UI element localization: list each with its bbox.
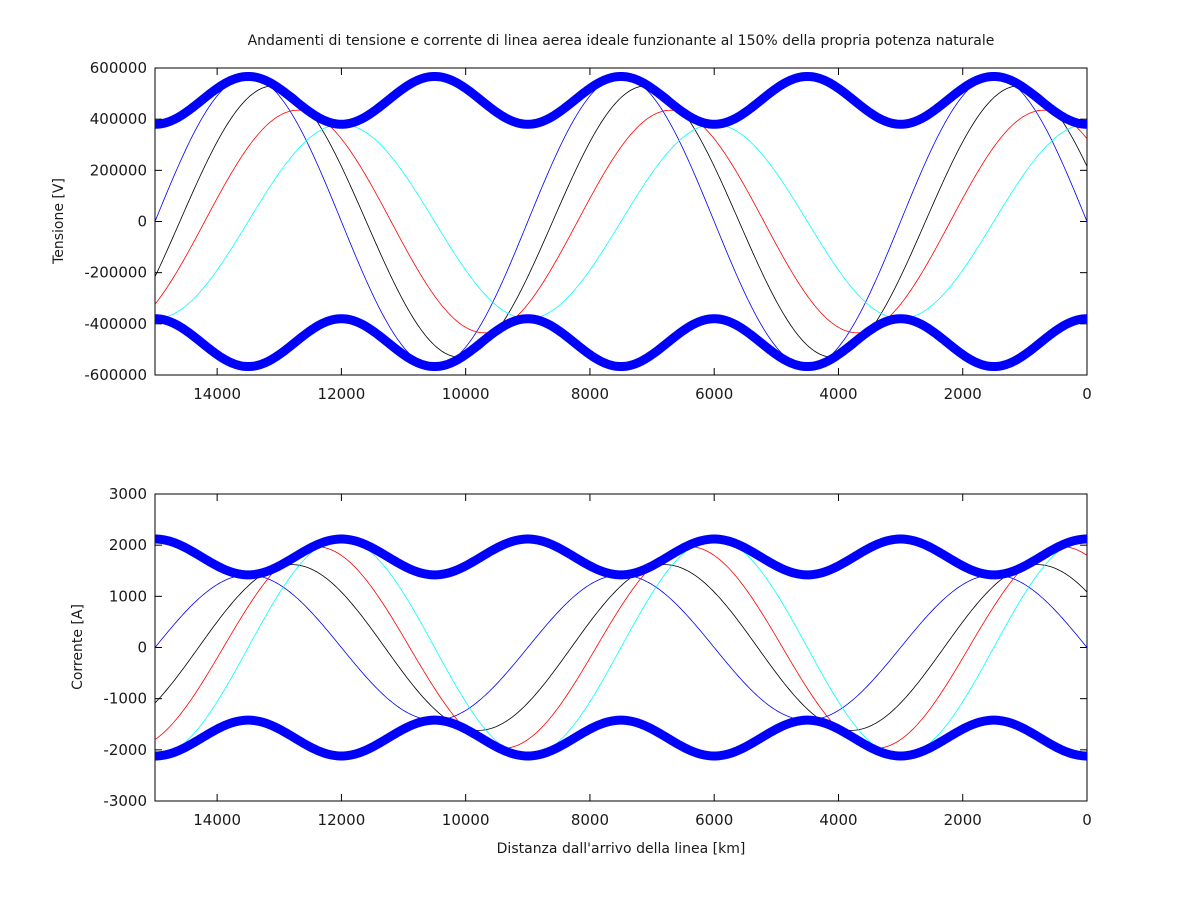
current-series-3-line <box>155 538 1087 757</box>
voltage-y-tick-label: 400000 <box>90 110 147 128</box>
voltage-y-tick-label: -400000 <box>84 315 147 333</box>
current-y-tick-label: -3000 <box>103 792 147 810</box>
voltage-plot-marks: 600000 400000 200000 0 -200000 -400000 -600000… <box>84 59 1091 403</box>
voltage-y-axis-label: Tensione [V] <box>51 178 67 265</box>
voltage-envelope-upper <box>155 71 1087 129</box>
voltage-x-tick-label: 14000 <box>193 385 241 403</box>
current-x-tick-label: 2000 <box>944 811 982 829</box>
voltage-series-3-line <box>155 123 1087 320</box>
voltage-x-tick-label: 10000 <box>442 385 490 403</box>
current-envelope-lower <box>155 715 1087 761</box>
voltage-x-tick-label: 12000 <box>318 385 366 403</box>
current-envelope-upper <box>155 534 1087 580</box>
current-y-tick-label: -1000 <box>103 690 147 708</box>
current-y-tick-label: -2000 <box>103 741 147 759</box>
voltage-x-tick-label: 8000 <box>571 385 609 403</box>
voltage-y-tick-label: 200000 <box>90 161 147 179</box>
current-y-tick-label: 1000 <box>109 587 147 605</box>
voltage-y-tick-label: 0 <box>137 213 147 231</box>
voltage-y-tick-label: -200000 <box>84 264 147 282</box>
current-x-tick-label: 10000 <box>442 811 490 829</box>
current-y-tick-label: 3000 <box>109 485 147 503</box>
current-x-tick-label: 0 <box>1082 811 1092 829</box>
current-x-tick-label: 12000 <box>318 811 366 829</box>
voltage-envelope-lower <box>155 314 1087 372</box>
current-series-1-line <box>155 564 1087 731</box>
voltage-y-tick-label: 600000 <box>90 59 147 77</box>
current-x-axis-label: Distanza dall'arrivo della linea [km] <box>497 841 746 857</box>
voltage-x-tick-label: 4000 <box>819 385 857 403</box>
current-x-tick-label: 8000 <box>571 811 609 829</box>
current-x-tick-label: 6000 <box>695 811 733 829</box>
voltage-x-tick-label: 6000 <box>695 385 733 403</box>
voltage-plot: 600000 400000 200000 0 -200000 -400000 -600000… <box>51 59 1092 403</box>
current-x-tick-label: 4000 <box>819 811 857 829</box>
current-y-tick-label: 0 <box>137 639 147 657</box>
current-curves <box>155 534 1087 761</box>
voltage-curves <box>155 71 1087 372</box>
chart-title: Andamenti di tensione e corrente di line… <box>248 33 995 49</box>
current-y-tick-label: 2000 <box>109 536 147 554</box>
voltage-x-tick-label: 2000 <box>944 385 982 403</box>
current-x-tick-label: 14000 <box>193 811 241 829</box>
current-y-axis-label: Corrente [A] <box>70 604 86 690</box>
voltage-x-tick-label: 0 <box>1082 385 1092 403</box>
voltage-y-tick-label: -600000 <box>84 366 147 384</box>
